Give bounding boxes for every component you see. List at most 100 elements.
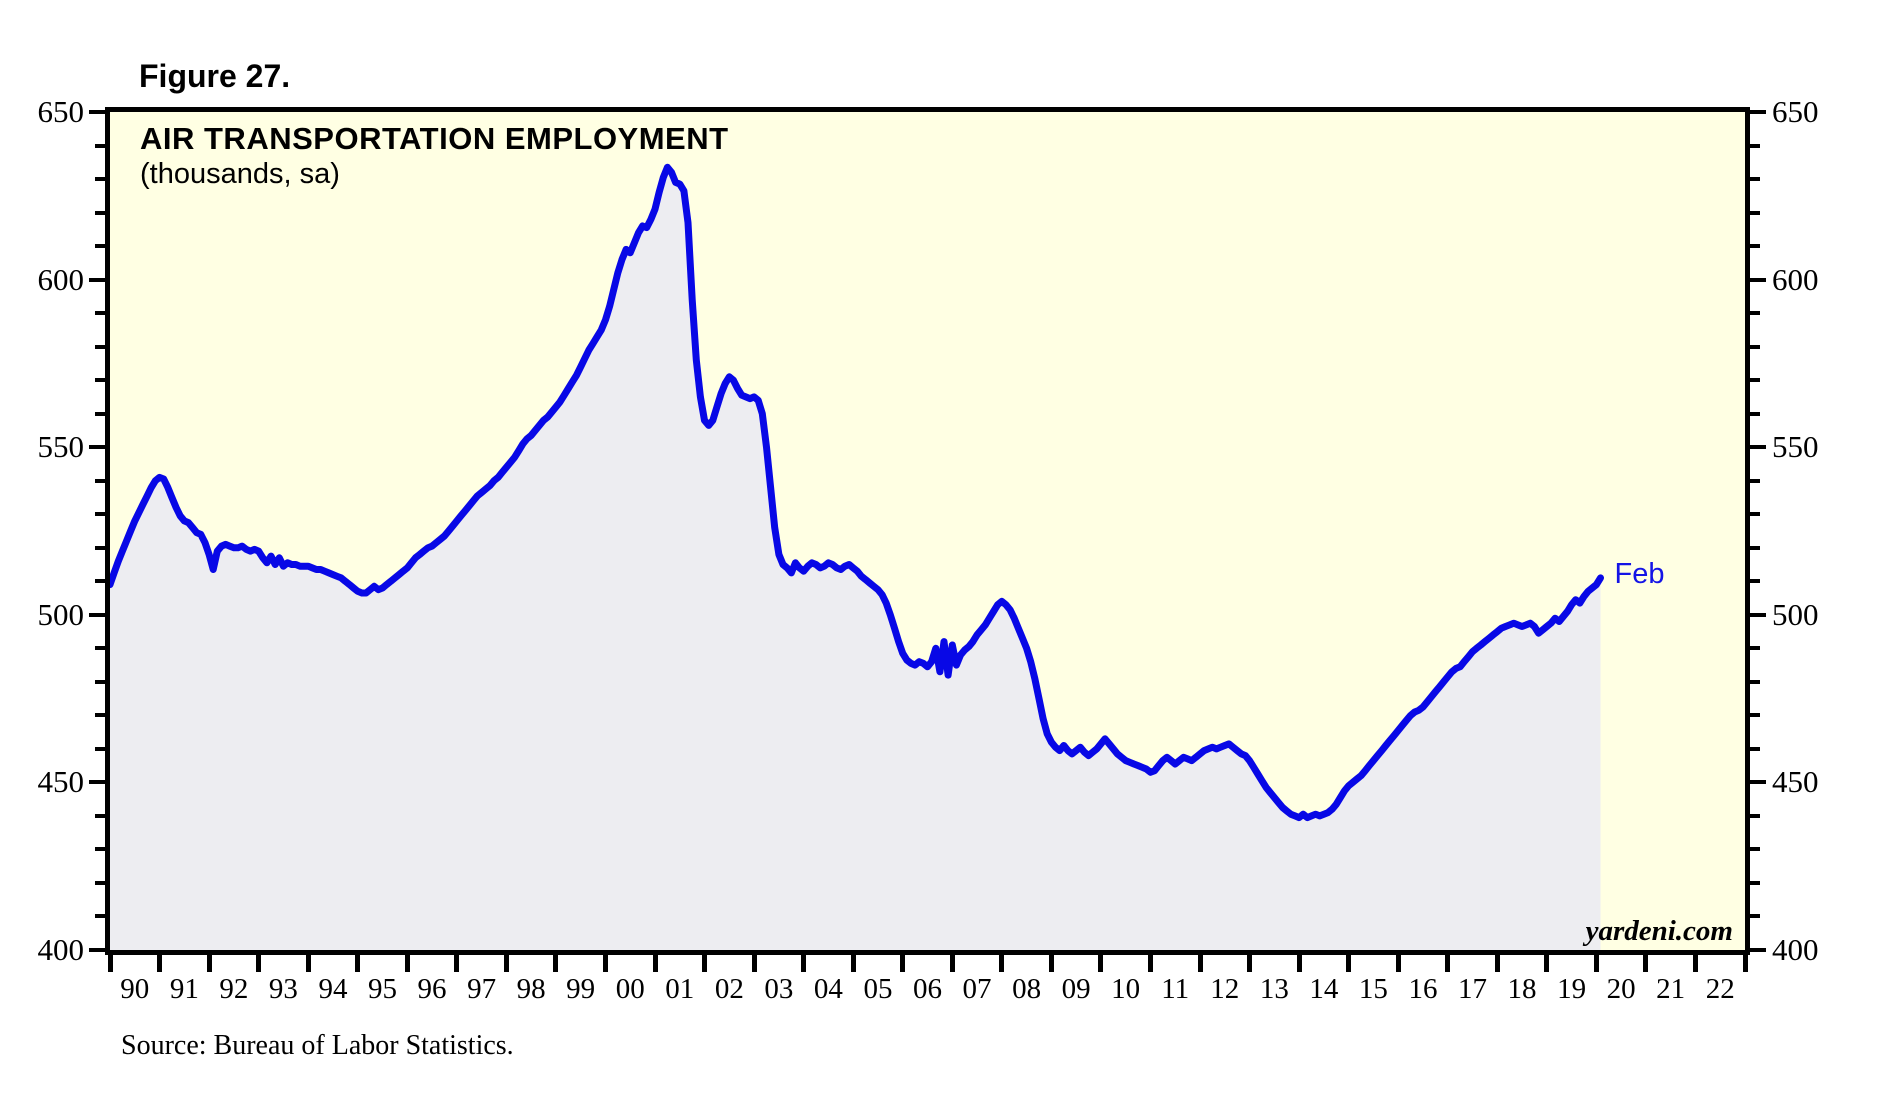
x-axis-year-label: 16	[1408, 973, 1438, 1005]
x-axis-year-label: 07	[962, 973, 992, 1005]
x-year-tick	[1643, 955, 1649, 972]
x-axis-year-label: 97	[467, 973, 497, 1005]
x-year-tick	[1494, 955, 1500, 972]
x-axis-year-label: 90	[120, 973, 150, 1005]
x-axis-year-label: 15	[1358, 973, 1388, 1005]
y-major-tick-right	[1750, 780, 1766, 785]
x-year-tick	[1247, 955, 1253, 972]
x-axis-year-label: 99	[566, 973, 596, 1005]
y-minor-tick-right	[1750, 311, 1760, 316]
x-year-tick	[1544, 955, 1550, 972]
y-minor-tick-left	[95, 210, 105, 215]
y-axis-label-left: 550	[37, 429, 85, 465]
y-minor-tick-right	[1750, 579, 1760, 584]
y-minor-tick-left	[95, 478, 105, 483]
x-year-tick	[1048, 955, 1054, 972]
y-minor-tick-left	[95, 914, 105, 919]
y-axis-label-left: 600	[37, 261, 85, 297]
y-minor-tick-left	[95, 679, 105, 684]
x-axis-year-label: 14	[1309, 973, 1339, 1005]
y-major-tick-left	[89, 445, 105, 450]
x-axis-year-label: 22	[1705, 973, 1735, 1005]
y-minor-tick-left	[95, 713, 105, 718]
y-major-tick-left	[89, 948, 105, 952]
y-minor-tick-left	[95, 847, 105, 852]
y-minor-tick-left	[95, 244, 105, 249]
x-axis-year-label: 21	[1656, 973, 1686, 1005]
y-minor-tick-left	[95, 177, 105, 182]
x-year-tick	[206, 955, 212, 972]
x-year-tick	[1346, 955, 1352, 972]
y-minor-tick-right	[1750, 177, 1760, 182]
y-minor-tick-right	[1750, 244, 1760, 249]
y-major-tick-right	[1750, 612, 1766, 617]
y-minor-tick-right	[1750, 378, 1760, 383]
y-minor-tick-right	[1750, 143, 1760, 148]
y-minor-tick-right	[1750, 478, 1760, 483]
y-minor-tick-left	[95, 411, 105, 416]
x-axis-year-label: 02	[714, 973, 744, 1005]
x-axis-year-label: 03	[764, 973, 794, 1005]
x-axis-year-label: 19	[1557, 973, 1587, 1005]
y-axis-label-right: 550	[1772, 429, 1819, 465]
x-year-tick	[1098, 955, 1104, 972]
y-major-tick-right	[1750, 110, 1766, 114]
y-axis-label-right: 450	[1772, 764, 1819, 800]
x-axis-year-label: 10	[1111, 973, 1141, 1005]
figure-number-label: Figure 27.	[139, 58, 291, 94]
yardeni-watermark: yardeni.com	[1585, 915, 1733, 947]
x-year-tick	[1742, 955, 1748, 972]
chart-subtitle: (thousands, sa)	[140, 158, 340, 190]
y-axis-label-right: 400	[1772, 932, 1819, 967]
x-year-tick	[652, 955, 658, 972]
x-year-tick	[1147, 955, 1153, 972]
employment-line	[110, 163, 1604, 822]
y-major-tick-right	[1750, 277, 1766, 282]
x-axis-year-label: 98	[516, 973, 546, 1005]
y-major-tick-left	[89, 277, 105, 282]
y-major-tick-right	[1750, 948, 1766, 952]
y-minor-tick-left	[95, 646, 105, 651]
x-year-tick	[503, 955, 509, 972]
x-year-tick	[1692, 955, 1698, 972]
employment-area-fill	[110, 167, 1601, 950]
x-year-tick	[702, 955, 708, 972]
x-axis-year-label: 01	[665, 973, 695, 1005]
x-axis-year-label: 18	[1507, 973, 1537, 1005]
x-year-tick	[751, 955, 757, 972]
x-axis-year-label: 17	[1458, 973, 1487, 1005]
y-minor-tick-left	[95, 378, 105, 383]
y-minor-tick-left	[95, 746, 105, 751]
chart-title: AIR TRANSPORTATION EMPLOYMENT	[140, 121, 729, 156]
y-minor-tick-right	[1750, 880, 1760, 885]
y-axis-label-left: 400	[37, 932, 85, 967]
y-minor-tick-left	[95, 579, 105, 584]
x-year-tick	[454, 955, 460, 972]
y-minor-tick-right	[1750, 847, 1760, 852]
x-year-tick	[1395, 955, 1401, 972]
y-minor-tick-right	[1750, 813, 1760, 818]
y-minor-tick-right	[1750, 512, 1760, 517]
x-axis-year-label: 96	[417, 973, 447, 1005]
y-minor-tick-right	[1750, 210, 1760, 215]
plot-area: AIR TRANSPORTATION EMPLOYMENT (thousands…	[105, 107, 1750, 955]
x-axis-year-label: 94	[318, 973, 348, 1005]
x-axis-year-label: 95	[368, 973, 397, 1005]
x-year-tick	[850, 955, 856, 972]
x-year-tick	[355, 955, 361, 972]
x-axis-year-label: 20	[1606, 973, 1636, 1005]
x-axis-year-label: 00	[615, 973, 645, 1005]
x-axis-year-label: 04	[813, 973, 843, 1005]
y-minor-tick-left	[95, 512, 105, 517]
x-axis-year-label: 05	[863, 973, 893, 1005]
y-minor-tick-right	[1750, 411, 1760, 416]
y-axis-label-left: 500	[37, 596, 85, 632]
y-major-tick-left	[89, 780, 105, 785]
y-minor-tick-right	[1750, 914, 1760, 919]
y-major-tick-left	[89, 612, 105, 617]
y-axis-label-right: 500	[1772, 596, 1819, 632]
x-axis-year-label: 92	[219, 973, 249, 1005]
y-minor-tick-left	[95, 813, 105, 818]
x-year-tick	[404, 955, 410, 972]
y-axis-label-right: 650	[1772, 94, 1819, 129]
